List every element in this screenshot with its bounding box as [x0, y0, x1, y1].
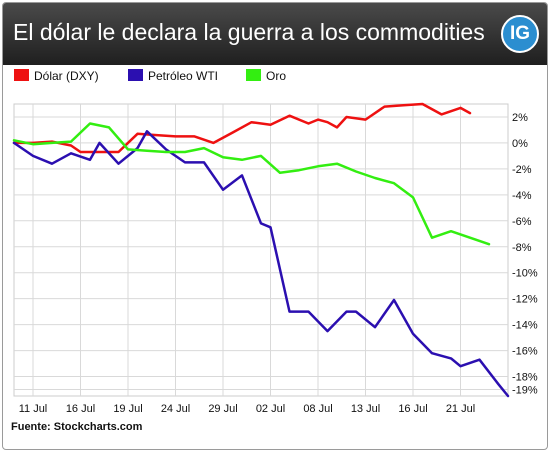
- y-tick-label: -8%: [512, 242, 532, 254]
- y-tick-label: 2%: [512, 112, 528, 124]
- y-tick-label: -2%: [512, 164, 532, 176]
- y-tick-label: -12%: [512, 294, 538, 306]
- y-tick-label: -16%: [512, 346, 538, 358]
- ig-logo: IG: [501, 15, 539, 53]
- plot-area: [13, 103, 509, 397]
- legend-label: Petróleo WTI: [148, 69, 218, 83]
- legend-label: Oro: [266, 69, 286, 83]
- x-tick-label: 19 Jul: [113, 403, 142, 415]
- x-tick-label: 16 Jul: [398, 403, 427, 415]
- legend-label: Dólar (DXY): [34, 69, 99, 83]
- series-line-1: [12, 102, 472, 154]
- x-tick-label: 16 Jul: [66, 403, 95, 415]
- x-tick-label: 21 Jul: [446, 403, 475, 415]
- legend-swatch: [246, 69, 261, 81]
- header-bar: El dólar le declara la guerra a los comm…: [3, 3, 547, 65]
- y-tick-label: -4%: [512, 190, 532, 202]
- x-tick-label: 11 Jul: [19, 403, 48, 415]
- y-tick-label: -6%: [512, 216, 532, 228]
- y-tick-label: -10%: [512, 268, 538, 280]
- x-tick-label: 24 Jul: [161, 403, 190, 415]
- y-tick-label: 0%: [512, 138, 528, 150]
- x-tick-label: 29 Jul: [208, 403, 237, 415]
- y-tick-label: -18%: [512, 372, 538, 384]
- source-note: Fuente: Stockcharts.com: [11, 421, 143, 433]
- x-tick-label: 13 Jul: [351, 403, 380, 415]
- y-tick-label: -19%: [512, 385, 538, 397]
- series-line-3: [12, 122, 491, 246]
- x-tick-label: 02 Jul: [256, 403, 285, 415]
- chart-title: El dólar le declara la guerra a los comm…: [13, 19, 485, 45]
- x-tick-label: 08 Jul: [303, 403, 332, 415]
- series-line-2: [12, 130, 510, 398]
- y-tick-label: -14%: [512, 320, 538, 332]
- legend-swatch: [14, 69, 29, 81]
- legend-swatch: [128, 69, 143, 81]
